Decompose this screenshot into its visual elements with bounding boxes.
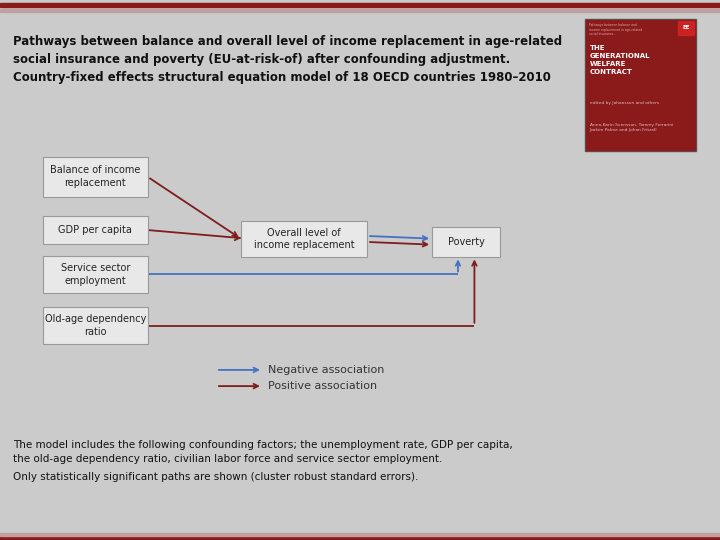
- Text: THE
GENERATIONAL
WELFARE
CONTRACT: THE GENERATIONAL WELFARE CONTRACT: [590, 45, 650, 75]
- Text: EE: EE: [683, 25, 690, 30]
- Text: Pathways between balance and overall level of income replacement in age-related
: Pathways between balance and overall lev…: [13, 35, 562, 84]
- Bar: [0, 536, 720, 540]
- FancyBboxPatch shape: [43, 256, 148, 293]
- Bar: [585, 19, 696, 151]
- Text: Overall level of
income replacement: Overall level of income replacement: [254, 227, 354, 251]
- Text: Only statistically significant paths are shown (cluster robust standard errors).: Only statistically significant paths are…: [13, 472, 418, 483]
- Text: Negative association: Negative association: [268, 365, 384, 375]
- Text: Balance of income
replacement: Balance of income replacement: [50, 165, 140, 188]
- FancyBboxPatch shape: [241, 221, 367, 256]
- Bar: [0, 533, 720, 536]
- Text: Service sector
employment: Service sector employment: [60, 263, 130, 286]
- Bar: [678, 21, 694, 35]
- FancyBboxPatch shape: [432, 227, 500, 256]
- Bar: [0, 3, 720, 7]
- FancyBboxPatch shape: [43, 307, 148, 344]
- Text: The model includes the following confounding factors; the unemployment rate, GDP: The model includes the following confoun…: [13, 440, 513, 464]
- Text: Old-age dependency
ratio: Old-age dependency ratio: [45, 314, 146, 337]
- FancyBboxPatch shape: [43, 157, 148, 197]
- FancyBboxPatch shape: [43, 216, 148, 244]
- Text: GDP per capita: GDP per capita: [58, 225, 132, 235]
- Text: Positive association: Positive association: [268, 381, 377, 391]
- Text: Poverty: Poverty: [448, 237, 485, 247]
- Text: edited by Johansson and others: edited by Johansson and others: [590, 101, 659, 105]
- Bar: [0, 9, 720, 12]
- Bar: [585, 20, 696, 150]
- Text: Pathways between balance and
income replacement in age-related
social insurance.: Pathways between balance and income repl…: [589, 23, 642, 36]
- Text: Anna-Karin Svensson, Tommy Ferrarini
Joakim Palme and Johan Fritzell: Anna-Karin Svensson, Tommy Ferrarini Joa…: [590, 123, 673, 132]
